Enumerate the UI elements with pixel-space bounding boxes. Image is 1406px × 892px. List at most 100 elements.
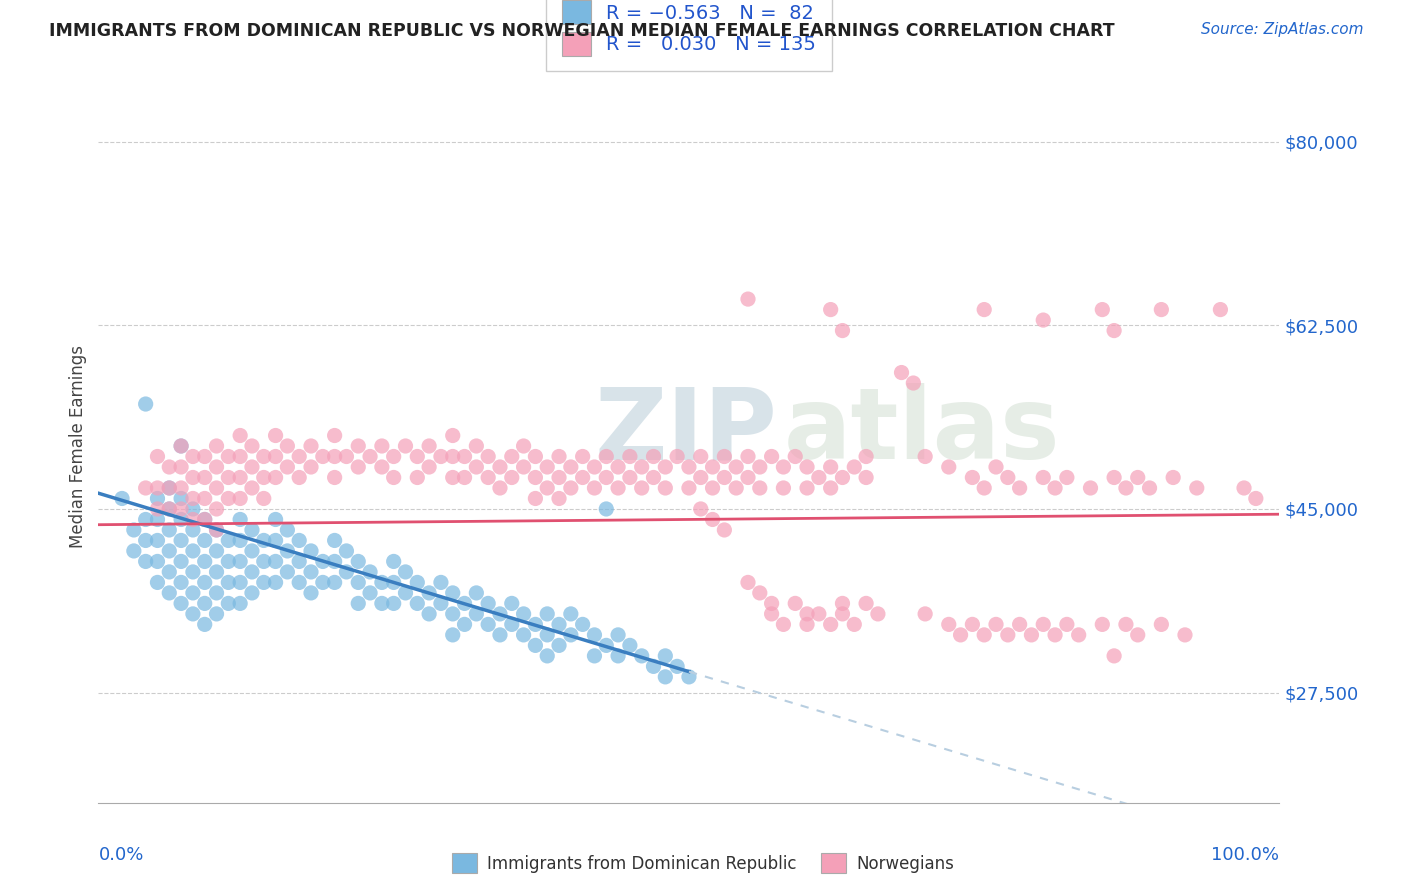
Point: [205, 481, 228, 495]
Point: [560, 460, 582, 475]
Point: [194, 512, 217, 526]
Point: [1008, 617, 1031, 632]
Point: [323, 470, 346, 484]
Point: [1139, 481, 1161, 495]
Point: [418, 460, 440, 475]
Legend: R = −0.563   N =  82, R =   0.030   N = 135: R = −0.563 N = 82, R = 0.030 N = 135: [546, 0, 832, 71]
Point: [229, 450, 252, 464]
Point: [654, 481, 676, 495]
Point: [453, 596, 475, 610]
Point: [371, 596, 394, 610]
Point: [441, 450, 464, 464]
Point: [288, 533, 311, 548]
Point: [453, 470, 475, 484]
Point: [489, 628, 512, 642]
Point: [371, 460, 394, 475]
Point: [347, 554, 370, 568]
Point: [240, 460, 263, 475]
Point: [312, 450, 335, 464]
Point: [135, 533, 157, 548]
Point: [973, 481, 995, 495]
Point: [1209, 302, 1232, 317]
Point: [253, 450, 276, 464]
Point: [571, 450, 593, 464]
Legend: Immigrants from Dominican Republic, Norwegians: Immigrants from Dominican Republic, Norw…: [446, 847, 960, 880]
Point: [737, 292, 759, 306]
Point: [253, 470, 276, 484]
Point: [595, 502, 617, 516]
Point: [441, 607, 464, 621]
Point: [264, 575, 287, 590]
Point: [702, 481, 724, 495]
Point: [973, 302, 995, 317]
Point: [1032, 313, 1054, 327]
Point: [748, 460, 770, 475]
Point: [666, 450, 689, 464]
Point: [643, 470, 665, 484]
Point: [524, 491, 547, 506]
Point: [194, 470, 217, 484]
Point: [465, 607, 488, 621]
Point: [359, 586, 381, 600]
Point: [217, 470, 239, 484]
Point: [607, 460, 630, 475]
Point: [489, 460, 512, 475]
Point: [560, 481, 582, 495]
Point: [194, 596, 217, 610]
Point: [312, 575, 335, 590]
Point: [170, 439, 193, 453]
Point: [323, 554, 346, 568]
Point: [855, 450, 877, 464]
Point: [630, 460, 652, 475]
Point: [689, 470, 711, 484]
Point: [524, 617, 547, 632]
Point: [713, 470, 735, 484]
Point: [548, 639, 571, 653]
Point: [229, 491, 252, 506]
Point: [713, 523, 735, 537]
Point: [229, 470, 252, 484]
Point: [382, 575, 405, 590]
Point: [761, 596, 783, 610]
Point: [194, 450, 217, 464]
Point: [253, 533, 276, 548]
Point: [737, 575, 759, 590]
Point: [122, 544, 145, 558]
Point: [512, 607, 534, 621]
Point: [441, 586, 464, 600]
Point: [607, 648, 630, 663]
Point: [181, 450, 204, 464]
Point: [501, 450, 523, 464]
Point: [1008, 481, 1031, 495]
Point: [831, 324, 853, 338]
Point: [288, 554, 311, 568]
Point: [914, 450, 936, 464]
Point: [903, 376, 925, 390]
Point: [807, 470, 830, 484]
Point: [170, 439, 193, 453]
Point: [146, 450, 169, 464]
Text: 0.0%: 0.0%: [98, 846, 143, 863]
Point: [489, 607, 512, 621]
Point: [217, 596, 239, 610]
Text: ZIP: ZIP: [595, 384, 778, 480]
Point: [643, 450, 665, 464]
Point: [441, 470, 464, 484]
Point: [194, 617, 217, 632]
Point: [536, 607, 558, 621]
Point: [1056, 617, 1078, 632]
Point: [820, 460, 842, 475]
Point: [678, 481, 700, 495]
Point: [548, 491, 571, 506]
Point: [820, 302, 842, 317]
Point: [949, 628, 972, 642]
Point: [855, 470, 877, 484]
Point: [276, 544, 298, 558]
Point: [394, 439, 416, 453]
Point: [583, 628, 606, 642]
Y-axis label: Median Female Earnings: Median Female Earnings: [69, 344, 87, 548]
Point: [157, 460, 180, 475]
Point: [288, 470, 311, 484]
Point: [418, 586, 440, 600]
Point: [240, 481, 263, 495]
